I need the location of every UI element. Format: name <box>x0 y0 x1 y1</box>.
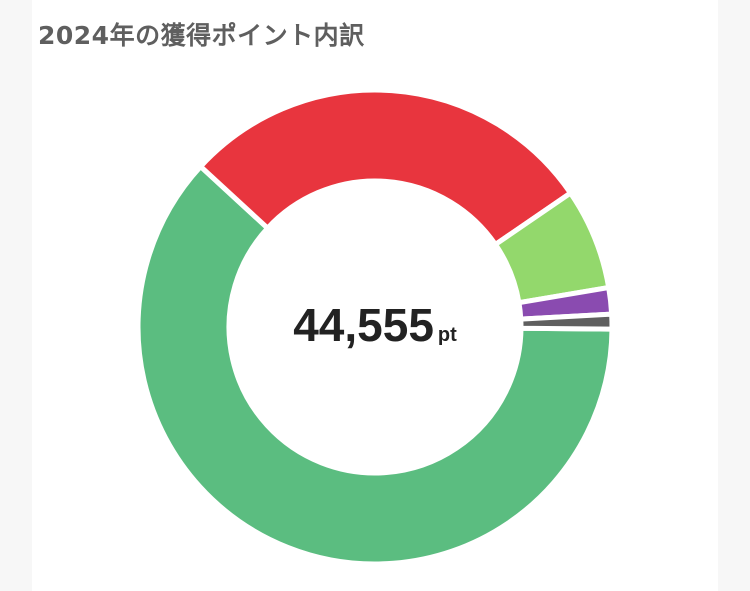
donut-segment-5 <box>518 311 615 332</box>
total-points: 44,555 pt <box>0 298 750 352</box>
total-unit: pt <box>437 324 457 346</box>
donut-segment-1 <box>135 162 615 567</box>
donut-segment-2 <box>197 87 574 248</box>
total-value: 44,555 <box>293 299 434 351</box>
chart-title: 2024年の獲得ポイント内訳 <box>38 21 365 50</box>
